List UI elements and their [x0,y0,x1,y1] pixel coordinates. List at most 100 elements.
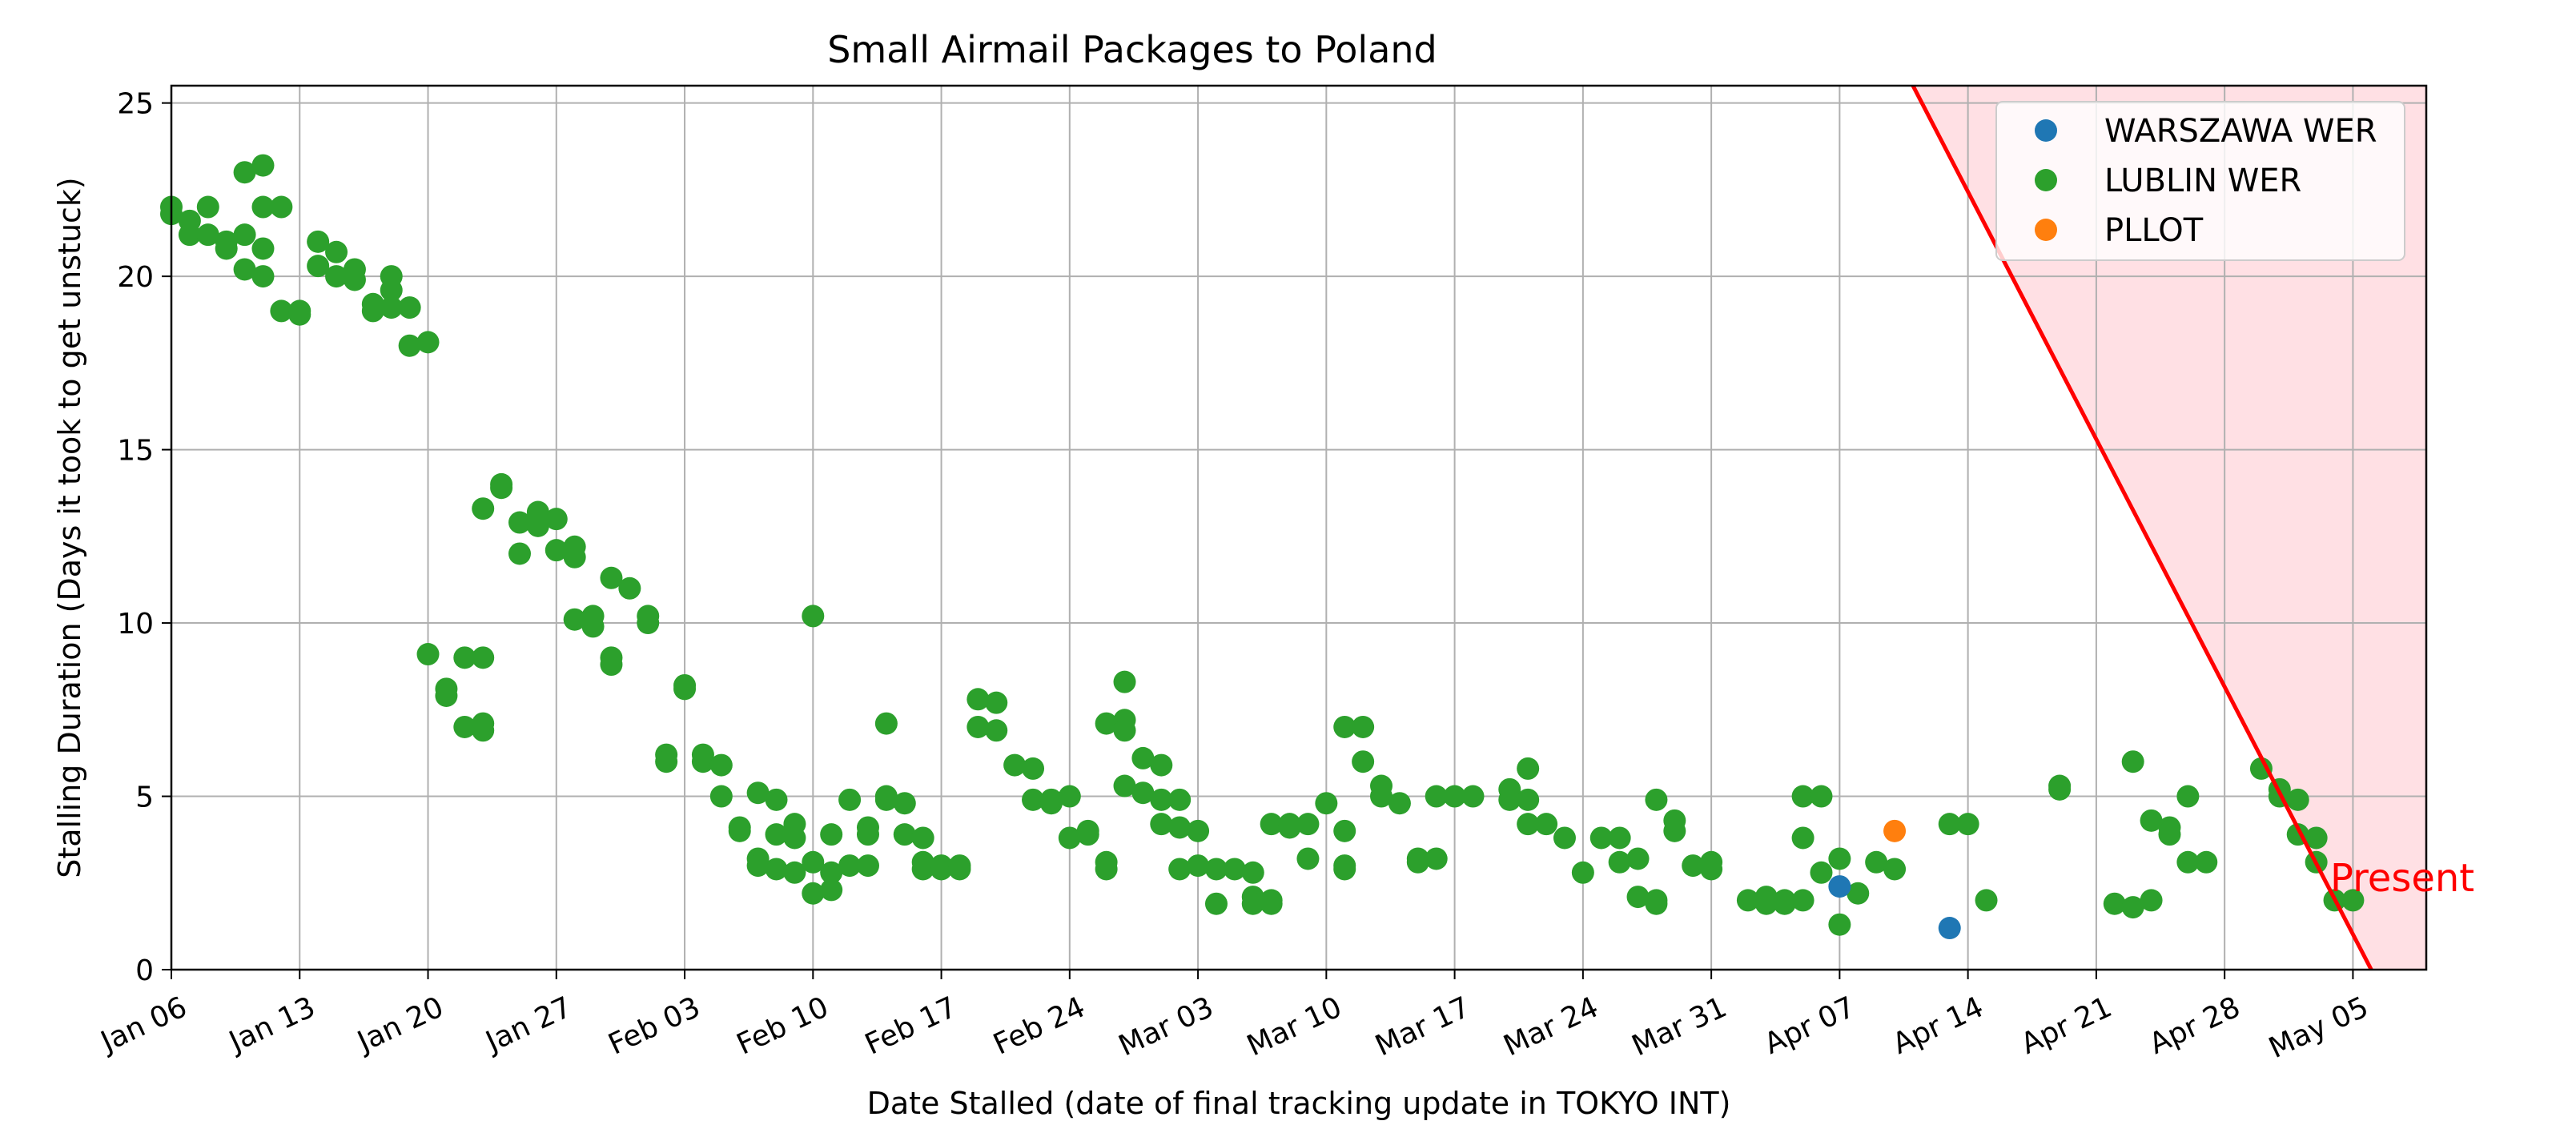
point-lublin-wer [893,823,916,846]
point-lublin-wer [380,265,403,288]
point-lublin-wer [1076,819,1099,842]
point-lublin-wer [1333,819,1356,842]
point-lublin-wer [563,535,586,558]
y-tick-label: 20 [117,261,154,294]
point-lublin-wer [637,612,660,635]
legend: WARSZAWA WER LUBLIN WER PLLOT [1995,101,2405,261]
point-lublin-wer [911,850,934,874]
point-lublin-wer [325,240,348,263]
point-lublin-wer [709,753,733,777]
point-lublin-wer [251,265,275,288]
point-lublin-wer [1168,788,1192,811]
point-lublin-wer [307,230,330,253]
point-lublin-wer [1260,813,1283,836]
point-lublin-wer [472,497,495,520]
point-lublin-wer [1333,858,1356,881]
point-lublin-wer [820,878,843,902]
point-lublin-wer [874,712,898,735]
y-axis: 0 5 10 15 20 25 [117,88,171,987]
point-lublin-wer [581,605,605,628]
point-lublin-wer [1333,715,1356,738]
point-lublin-wer [1645,892,1668,915]
point-lublin-wer [2249,757,2273,780]
scatter-points [160,154,2365,940]
point-warszawa-wer [1938,917,1961,940]
present-annotation: Present [2330,856,2474,901]
point-lublin-wer [1352,750,1375,773]
legend-label-pllot: PLLOT [2104,212,2204,249]
point-lublin-wer [1736,889,1759,912]
point-lublin-wer [1150,788,1173,811]
point-lublin-wer [1828,913,1851,936]
point-lublin-wer [2140,809,2163,832]
point-lublin-wer [838,788,862,811]
point-lublin-wer [1039,788,1063,811]
point-lublin-wer [1791,889,1814,912]
point-lublin-wer [1241,861,1264,884]
point-lublin-wer [251,237,275,260]
point-lublin-wer [930,854,953,878]
point-lublin-wer [2305,826,2328,850]
point-lublin-wer [2121,896,2144,919]
point-lublin-wer [1498,777,1521,801]
y-axis-label: Stalling Duration (Days it took to get u… [52,177,87,878]
point-lublin-wer [765,788,788,811]
point-lublin-wer [765,858,788,881]
point-lublin-wer [673,673,697,697]
point-lublin-wer [361,299,384,323]
point-lublin-wer [856,823,879,846]
point-lublin-wer [1571,861,1594,884]
point-lublin-wer [1535,813,1558,836]
point-lublin-wer [1956,813,1979,836]
legend-marker-lublin-wer [2035,169,2057,191]
point-lublin-wer [802,882,825,905]
point-lublin-wer [1517,788,1540,811]
point-lublin-wer [2158,823,2181,846]
present-cutoff-line [1911,84,2373,971]
point-lublin-wer [1443,785,1466,808]
point-lublin-wer [856,854,879,878]
point-lublin-wer [1406,850,1429,874]
point-lublin-wer [838,854,862,878]
point-lublin-wer [380,296,403,319]
point-lublin-wer [416,331,440,354]
point-lublin-wer [1095,858,1118,881]
point-lublin-wer [2176,785,2200,808]
point-lublin-wer [1589,826,1613,850]
point-lublin-wer [490,476,513,500]
point-lublin-wer [1682,854,1705,878]
point-lublin-wer [178,209,201,232]
present-cutoff-shade [1912,86,2426,970]
point-lublin-wer [453,646,476,669]
point-lublin-wer [251,195,275,219]
chart-title: Small Airmail Packages to Poland [827,28,1437,71]
point-lublin-wer [1791,785,1814,808]
point-lublin-wer [802,605,825,628]
point-lublin-wer [472,719,495,742]
point-lublin-wer [1131,746,1155,769]
point-lublin-wer [2286,788,2309,811]
point-lublin-wer [233,258,256,281]
point-lublin-wer [1700,858,1723,881]
point-lublin-wer [1791,826,1814,850]
point-lublin-wer [600,653,623,677]
point-lublin-wer [1168,816,1192,839]
point-lublin-wer [1168,858,1192,881]
point-lublin-wer [783,861,806,884]
point-lublin-wer [1883,858,1907,881]
point-lublin-wer [1204,858,1228,881]
plot-area: Present [160,84,2474,971]
point-lublin-wer [1204,892,1228,915]
point-lublin-wer [1113,670,1136,693]
point-lublin-wer [1260,892,1283,915]
point-lublin-wer [1975,889,1998,912]
point-lublin-wer [1187,854,1210,878]
point-lublin-wer [1663,809,1686,832]
point-lublin-wer [1058,785,1081,808]
point-lublin-wer [1847,882,1870,905]
point-lublin-wer [1022,788,1045,811]
point-lublin-wer [526,514,549,537]
point-lublin-wer [1370,785,1393,808]
point-lublin-wer [233,223,256,247]
point-lublin-wer [1517,813,1540,836]
